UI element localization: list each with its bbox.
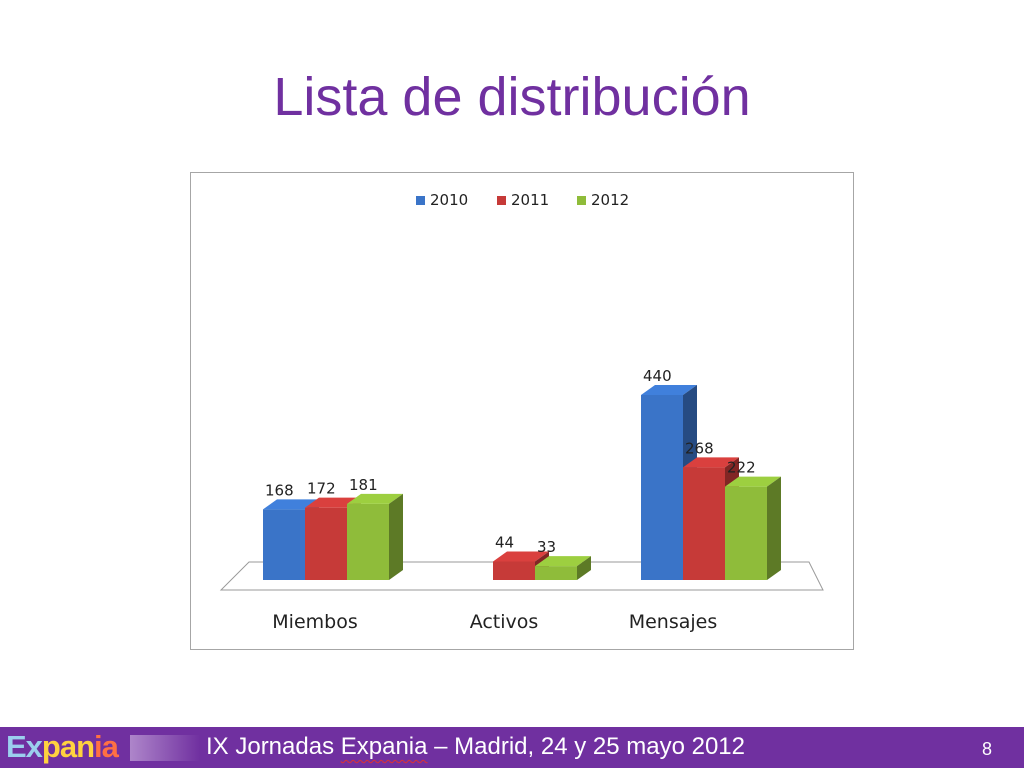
data-label-Activos-2011: 44: [495, 534, 514, 552]
slide-title: Lista de distribución: [273, 67, 751, 127]
bar-Mensajes-2011: [683, 467, 725, 580]
bar-Activos-2011: [493, 561, 535, 580]
bar-Miembos-2010: [263, 509, 305, 580]
page-number: 8: [981, 739, 992, 759]
bar-side-Mensajes-2012: [767, 476, 781, 580]
logo-decoration: [130, 735, 200, 761]
bar-side-Activos-2012: [577, 556, 591, 580]
bar-top-Activos-2011: [493, 551, 549, 562]
footer-bar: Expania IX Jornadas Expania – Madrid, 24…: [0, 727, 1024, 768]
bar-side-Miembos-2012: [389, 493, 403, 580]
chart-frame: 2010 2011 2012 168 172 181 Miembos 44 33 Activos 4…: [190, 172, 854, 650]
bar-top-Miembos-2012: [347, 493, 403, 504]
data-label-Mensajes-2012: 222: [727, 459, 756, 477]
legend-label-2011: 2011: [511, 191, 549, 209]
bar-chart: 2010 2011 2012 168 172 181 Miembos 44 33 Activos 4…: [219, 191, 824, 633]
category-label-Mensajes: Mensajes: [629, 611, 718, 633]
legend-label-2010: 2010: [430, 191, 468, 209]
legend-swatch-2010: [416, 196, 425, 205]
data-label-Miembos-2011: 172: [307, 480, 336, 498]
bar-Miembos-2011: [305, 507, 347, 580]
data-label-Miembos-2010: 168: [265, 481, 294, 499]
bar-Mensajes-2010: [641, 395, 683, 580]
data-label-Activos-2012: 33: [537, 538, 556, 556]
footer-caption: IX Jornadas Expania – Madrid, 24 y 25 ma…: [206, 733, 746, 760]
legend-swatch-2011: [497, 196, 506, 205]
category-label-Miembos: Miembos: [272, 611, 357, 633]
bar-top-Mensajes-2011: [683, 457, 739, 468]
data-label-Miembos-2012: 181: [349, 476, 378, 494]
bar-Miembos-2012: [347, 503, 389, 580]
category-label-Activos: Activos: [470, 611, 539, 633]
bar-Activos-2012: [535, 566, 577, 580]
bar-top-Activos-2012: [535, 556, 591, 567]
bar-top-Mensajes-2010: [641, 385, 697, 395]
legend-label-2012: 2012: [591, 191, 629, 209]
data-label-Mensajes-2011: 268: [685, 439, 714, 457]
data-label-Mensajes-2010: 440: [643, 367, 672, 385]
bar-top-Miembos-2010: [263, 499, 319, 510]
bar-Mensajes-2012: [725, 486, 767, 580]
legend-swatch-2012: [577, 196, 586, 205]
bar-top-Mensajes-2012: [725, 476, 781, 487]
expania-logo: Expania: [6, 729, 119, 764]
